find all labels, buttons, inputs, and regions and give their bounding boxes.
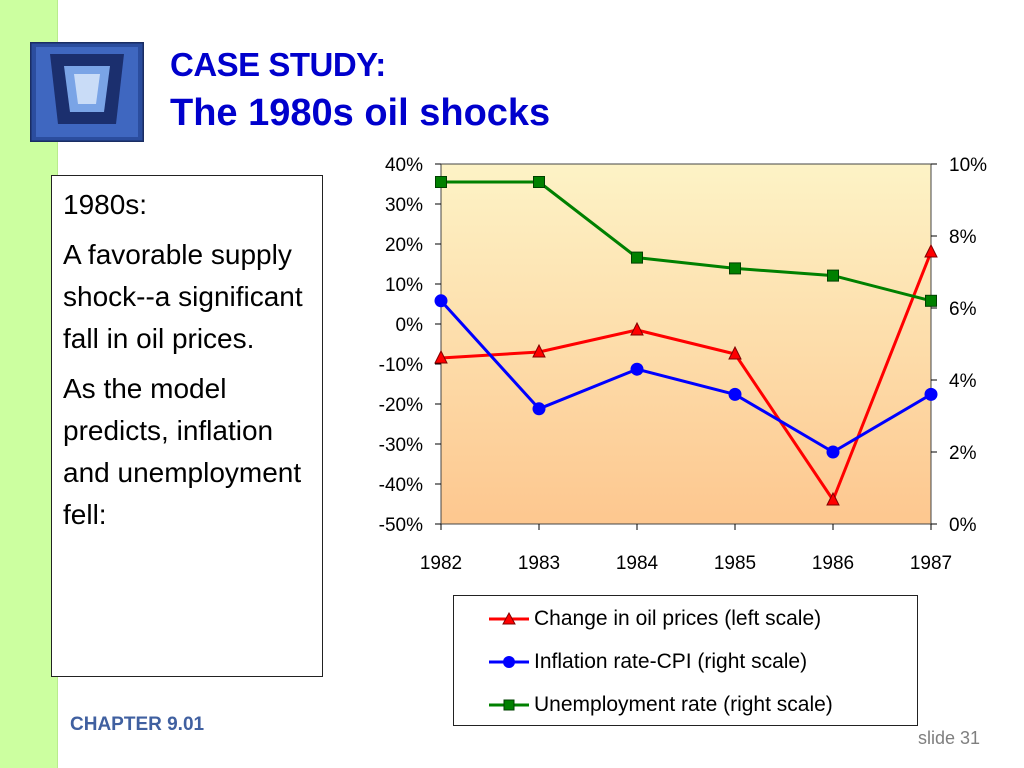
oil-price-point [532, 343, 546, 358]
left-axis-tick-label: -30% [379, 435, 423, 456]
left-axis-tick-label: 10% [385, 275, 423, 296]
oil-price-point [924, 243, 938, 258]
legend-item-inflation: Inflation rate-CPI (right scale) [489, 647, 807, 677]
text-paragraph-1: 1980s: [63, 189, 148, 220]
inflation-point [434, 294, 448, 308]
oil-price-point [826, 491, 840, 506]
title-line2: The 1980s oil shocks [170, 92, 551, 134]
unemployment-point [631, 251, 643, 264]
unemployment-point [435, 176, 447, 188]
inflation-point [532, 402, 546, 416]
oil-price-point [434, 349, 448, 364]
inflation-point [728, 387, 742, 401]
inflation-point [924, 387, 938, 401]
left-axis-tick-label: -20% [379, 395, 423, 416]
right-axis-tick-label: 10% [949, 155, 987, 176]
x-axis-tick-label: 1982 [420, 553, 462, 574]
right-axis-tick-label: 0% [949, 515, 977, 536]
legend-label-oil: Change in oil prices (left scale) [534, 607, 822, 630]
legend-item-oil: Change in oil prices (left scale) [489, 604, 821, 634]
right-axis-tick-label: 2% [949, 443, 977, 464]
x-axis-tick-label: 1983 [518, 553, 560, 574]
text-box: 1980s: A favorable supply shock--a signi… [51, 175, 323, 677]
footer-slide-number: slide 31 [918, 728, 981, 748]
left-axis-tick-label: 0% [396, 315, 424, 336]
unemployment-point [729, 262, 741, 275]
text-paragraph-3: As the model predicts, inflation and une… [63, 373, 302, 530]
square-marker-icon [489, 699, 529, 711]
legend-item-unemployment: Unemployment rate (right scale) [489, 690, 833, 720]
x-axis-tick-label: 1986 [812, 553, 854, 574]
left-axis-tick-label: 40% [385, 155, 423, 176]
oil-price-point [728, 345, 742, 360]
series-line-2 [441, 180, 931, 303]
x-axis-tick-label: 1987 [910, 553, 952, 574]
left-axis-tick-label: 20% [385, 235, 423, 256]
unemployment-point [827, 269, 839, 282]
right-axis-tick-label: 4% [949, 371, 977, 392]
unemployment-point [533, 176, 545, 188]
legend-label-inflation: Inflation rate-CPI (right scale) [534, 650, 808, 673]
unemployment-point [925, 294, 937, 307]
logo-image [30, 42, 144, 142]
inflation-point [826, 445, 840, 459]
legend-label-unemployment: Unemployment rate (right scale) [534, 693, 833, 716]
text-paragraph-2: A favorable supply shock--a significant … [63, 239, 303, 354]
left-axis-tick-label: -40% [379, 475, 423, 496]
x-axis-tick-label: 1985 [714, 553, 756, 574]
plot-area [440, 163, 932, 525]
right-axis-tick-label: 8% [949, 227, 977, 248]
footer-chapter: CHAPTER 9.01 [70, 714, 205, 735]
title-line1: CASE STUDY: [170, 46, 386, 83]
triangle-marker-icon [489, 611, 529, 625]
inflation-point [630, 362, 644, 376]
oil-price-point [630, 321, 644, 336]
x-axis-tick-label: 1984 [616, 553, 659, 574]
chart-legend: Change in oil prices (left scale) Inflat… [453, 595, 918, 726]
left-axis-tick-label: -50% [379, 515, 423, 536]
circle-marker-icon [489, 656, 529, 668]
left-axis-tick-label: 30% [385, 195, 423, 216]
left-axis-tick-label: -10% [379, 355, 423, 376]
right-axis-tick-label: 6% [949, 299, 977, 320]
